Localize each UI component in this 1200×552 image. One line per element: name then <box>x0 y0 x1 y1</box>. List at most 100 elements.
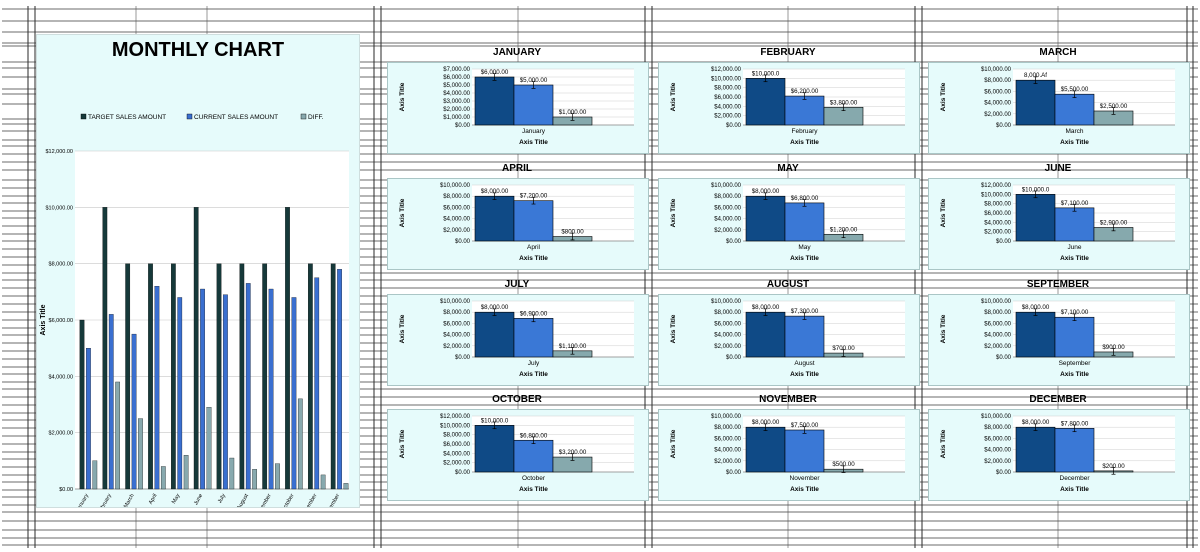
x-tick-label: July <box>217 493 227 505</box>
data-label: $8,000.00 <box>1022 419 1050 426</box>
data-label: $6,000.00 <box>481 69 509 76</box>
data-label: $6,200.00 <box>791 88 819 95</box>
data-label: $8,000.00 <box>752 188 780 195</box>
bar-diff <box>275 463 280 490</box>
y-tick-label: $2,000.00 <box>714 228 741 234</box>
bar-diff <box>160 466 166 490</box>
x-tick-label: January <box>75 493 90 507</box>
data-label: $200.00 <box>1102 463 1125 470</box>
x-axis-title: Axis Title <box>790 371 819 378</box>
bar-target <box>1015 194 1056 242</box>
month-bar-chart: $0.00 $2,000.00 $4,000.00 $6,000.00 $8,000.0… <box>940 299 1175 378</box>
legend-label: CURRENT SALES AMOUNT <box>194 114 278 121</box>
month-title-december: DECEMBER <box>1029 394 1087 405</box>
bar-target <box>474 311 515 358</box>
y-tick-label: $6,000.00 <box>714 436 741 442</box>
month-bar-chart: $0.00 $2,000.00 $4,000.00 $6,000.00 $8,000.0… <box>399 414 634 493</box>
month-chart-february: $0.00 $2,000.00 $4,000.00 $6,000.00 $8,000.0… <box>658 62 920 154</box>
y-tick-label: $2,000.00 <box>443 107 470 113</box>
x-tick-label: October <box>281 493 296 507</box>
data-label: $10,000.0 <box>481 417 509 424</box>
x-tick-label: December <box>1060 475 1091 482</box>
y-tick-label: $4,000.00 <box>443 217 470 223</box>
data-label: $6,800.00 <box>520 432 548 439</box>
bar-current-sales-amount <box>108 314 114 490</box>
y-tick-label: $10,000.00 <box>711 299 742 305</box>
y-tick-label: $0.00 <box>726 470 742 476</box>
x-tick-label: May <box>798 244 811 251</box>
y-axis-title: Axis Title <box>399 198 406 227</box>
y-tick-label: $4,000.00 <box>714 217 741 223</box>
y-tick-label: $6,000.00 <box>984 211 1011 217</box>
bar-current <box>1054 428 1095 473</box>
y-tick-label: $6,000.00 <box>49 318 73 324</box>
y-tick-label: $6,000.00 <box>714 321 741 327</box>
month-chart-january: $0.00 $1,000.00 $2,000.00 $3,000.00 $4,000.0… <box>387 62 649 154</box>
data-label: $7,300.00 <box>791 308 819 315</box>
x-tick-label: June <box>193 493 204 506</box>
bar-diff <box>252 469 257 490</box>
y-tick-label: $10,000.00 <box>440 299 471 305</box>
y-axis-title: Axis Title <box>940 82 947 111</box>
x-tick-label: December <box>323 493 341 507</box>
bar-target-sales-amount <box>285 207 290 490</box>
bar-current-sales-amount <box>268 288 274 490</box>
bar-target-sales-amount <box>216 263 222 490</box>
y-tick-label: $4,000.00 <box>984 448 1011 454</box>
y-tick-label: $8,000.00 <box>984 425 1011 431</box>
bar-target <box>474 76 515 126</box>
data-label: $8,000.00 <box>752 419 780 426</box>
monthly-chart-panel: MONTHLY CHART TARGET SALES AMOUNT CURRENT… <box>36 34 360 508</box>
x-tick-label: August <box>794 360 814 367</box>
bar-diff <box>320 474 326 490</box>
bar-diff <box>343 483 349 490</box>
y-axis-title: Axis Title <box>40 304 47 335</box>
x-tick-label: September <box>254 493 273 507</box>
y-tick-label: $2,000.00 <box>984 112 1011 118</box>
bar-current-sales-amount <box>314 277 320 490</box>
data-label: $6,800.00 <box>791 195 819 202</box>
x-axis-title: Axis Title <box>1060 139 1089 146</box>
x-tick-label: July <box>528 360 540 367</box>
legend-swatch <box>300 113 307 120</box>
y-tick-label: $10,000.00 <box>711 183 742 189</box>
monthly-bar-chart: TARGET SALES AMOUNT CURRENT SALES AMOUNT D… <box>40 113 349 507</box>
y-tick-label: $10,000.00 <box>440 423 471 429</box>
legend-swatch <box>186 113 193 120</box>
month-chart-june: $0.00 $2,000.00 $4,000.00 $6,000.00 $8,000.0… <box>928 178 1190 270</box>
y-tick-label: $8,000.00 <box>714 86 741 92</box>
x-tick-label: June <box>1067 244 1081 251</box>
y-tick-label: $2,000.00 <box>984 459 1011 465</box>
y-axis-title: Axis Title <box>670 429 677 458</box>
legend-swatch <box>80 113 87 120</box>
month-bar-chart: $0.00 $2,000.00 $4,000.00 $6,000.00 $8,000.0… <box>670 299 905 378</box>
y-axis-title: Axis Title <box>940 429 947 458</box>
bar-target <box>1015 79 1056 126</box>
x-tick-label: November <box>301 493 319 507</box>
y-tick-label: $8,000.00 <box>443 433 470 439</box>
x-axis-title: Axis Title <box>790 486 819 493</box>
bar-current <box>513 84 554 126</box>
y-tick-label: $2,000.00 <box>443 228 470 234</box>
y-tick-label: $2,000.00 <box>443 344 470 350</box>
y-tick-label: $6,000.00 <box>443 75 470 81</box>
month-chart-november: $0.00 $2,000.00 $4,000.00 $6,000.00 $8,000.0… <box>658 409 920 501</box>
y-tick-label: $0.00 <box>996 123 1012 129</box>
y-tick-label: $8,000.00 <box>984 310 1011 316</box>
month-title-may: MAY <box>777 163 799 174</box>
data-label: 8,000.Af <box>1024 72 1047 79</box>
y-tick-label: $4,000.00 <box>984 101 1011 107</box>
y-tick-label: $0.00 <box>59 487 73 493</box>
y-tick-label: $6,000.00 <box>984 436 1011 442</box>
bar-target <box>1015 426 1056 473</box>
y-tick-label: $0.00 <box>455 123 471 129</box>
x-axis-title: Axis Title <box>1060 371 1089 378</box>
month-chart-may: $0.00 $2,000.00 $4,000.00 $6,000.00 $8,000.0… <box>658 178 920 270</box>
bar-target <box>474 425 515 473</box>
month-title-june: JUNE <box>1044 163 1072 174</box>
y-tick-label: $0.00 <box>726 123 742 129</box>
y-tick-label: $12,000.00 <box>981 183 1012 189</box>
month-title-march: MARCH <box>1039 47 1077 58</box>
y-axis-title: Axis Title <box>399 314 406 343</box>
bar-current <box>784 429 825 473</box>
